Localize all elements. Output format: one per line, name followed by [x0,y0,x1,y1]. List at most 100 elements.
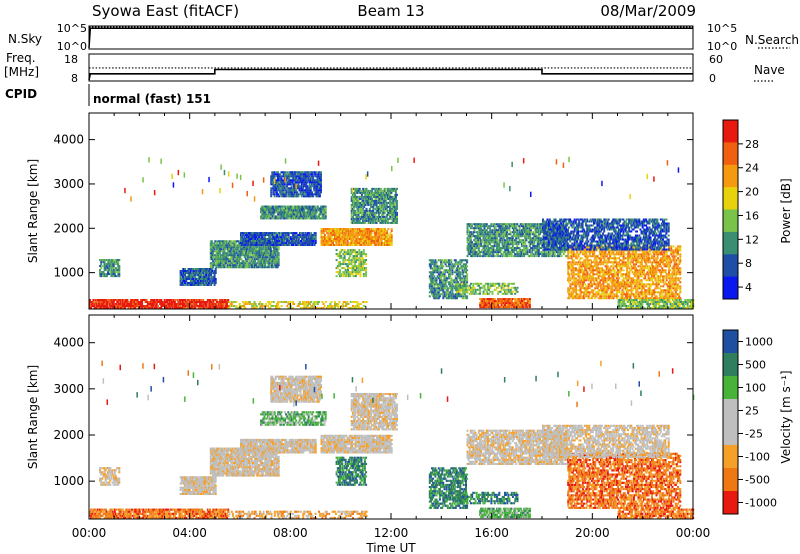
data-cell [179,305,182,307]
data-cell [190,307,193,309]
data-cell [212,307,215,309]
data-cell [342,301,345,303]
data-cell [294,183,296,186]
data-cell [451,273,454,276]
data-cell [373,187,376,190]
data-cell [442,271,445,274]
data-cell [396,217,398,220]
data-cell [393,219,396,222]
data-cell [284,185,287,188]
data-cell [376,195,379,198]
data-cell [450,287,453,290]
data-cell [444,263,447,266]
data-cell [354,305,357,307]
data-cell [365,193,368,196]
data-cell [434,281,437,284]
data-cell [173,303,176,305]
data-cell [253,301,256,303]
data-cell [220,244,222,247]
data-cell [136,301,139,303]
data-cell [102,301,105,303]
data-cell [309,307,311,309]
data-cell [323,228,326,231]
data-cell [120,299,123,301]
data-cell [212,262,215,265]
data-cell [443,295,446,298]
data-cell [346,234,349,237]
data-cell [449,283,452,286]
data-cell [449,275,452,278]
data-cell [309,195,312,198]
data-cell [286,244,289,246]
data-cell [388,240,391,242]
data-cell [365,213,368,216]
data-cell [271,252,273,255]
data-cell [364,193,367,196]
data-cell [206,282,209,284]
data-cell [300,215,303,218]
data-cell [289,205,292,208]
data-cell [297,234,300,237]
data-cell [187,272,190,274]
data-cell [362,203,365,206]
data-cell [172,299,175,301]
data-cell [471,288,474,291]
data-cell [354,242,357,244]
data-cell [283,173,286,176]
data-cell [251,242,254,244]
data-cell [240,238,242,240]
data-cell [466,245,469,248]
data-cell [123,305,125,307]
data-cell [251,236,254,239]
data-cell [396,205,398,208]
data-cell [350,307,353,309]
data-cell [384,238,386,240]
data-cell [457,261,460,264]
data-cell [334,232,337,235]
data-cell [229,266,232,269]
data-cell [267,246,270,249]
data-cell [356,251,358,254]
data-cell [384,242,386,244]
data-cell [333,307,336,309]
data-cell [461,282,463,285]
data-cell [340,244,343,246]
data-cell [222,246,225,249]
data-cell [140,303,142,305]
data-cell [457,288,460,291]
date-title: 08/Mar/2009 [600,2,696,20]
data-cell [393,221,396,224]
data-cell [387,234,390,237]
data-cell [129,303,132,305]
data-cell [510,292,513,295]
data-cell [310,209,312,212]
data-cell [214,260,217,263]
data-cell [266,252,269,255]
data-cell [93,307,96,309]
data-cell [249,238,252,240]
data-cell [277,264,280,267]
data-cell [252,236,255,239]
data-cell [377,217,380,220]
data-cell [224,256,227,259]
data-cell [435,283,438,286]
data-cell [231,264,234,267]
data-cell [372,211,375,214]
data-cell [272,258,275,261]
data-cell [469,247,472,250]
data-cell [353,205,355,208]
data-cell [367,201,370,204]
data-cell [396,203,398,206]
data-cell [351,271,354,274]
data-cell [231,256,234,259]
data-cell [474,251,477,254]
data-cell [350,228,352,231]
data-cell [288,183,291,186]
data-cell [241,260,244,263]
data-cell [352,271,355,274]
data-cell [375,187,378,190]
data-cell [314,236,317,239]
data-cell [243,242,246,244]
data-cell [292,195,295,198]
data-cell [239,262,242,265]
